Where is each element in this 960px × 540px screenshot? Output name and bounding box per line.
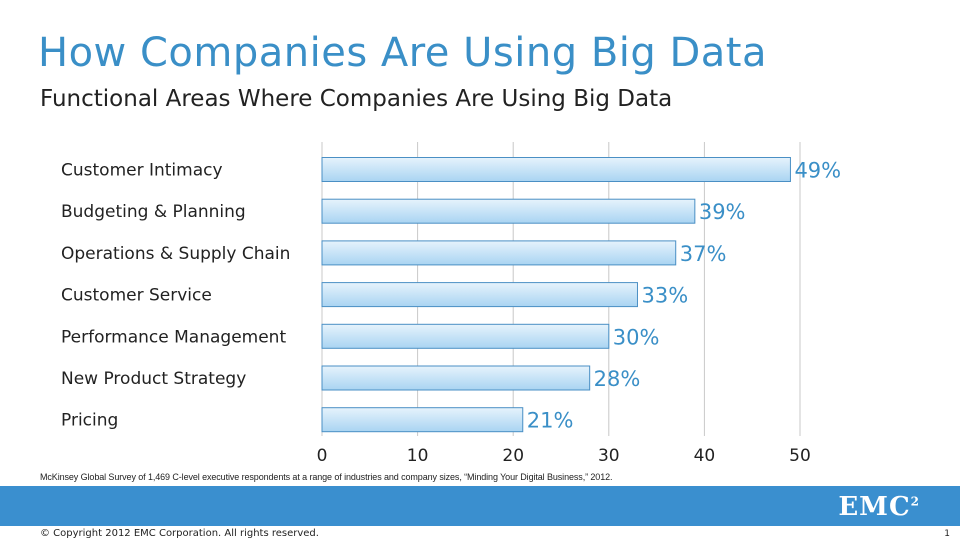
bar-5 [321, 365, 591, 391]
x-tick-label-30: 30 [598, 446, 620, 466]
data-labels: 49% 39% 37% 33% 30% 28% 21% [527, 159, 841, 433]
category-label-6: Pricing [61, 411, 118, 431]
slide-subtitle: Functional Areas Where Companies Are Usi… [40, 86, 673, 112]
page-number: 1 [944, 529, 950, 539]
x-tick-label-20: 20 [502, 446, 524, 466]
bar-6 [321, 407, 524, 433]
bar-4 [321, 323, 610, 349]
bar-1 [321, 198, 696, 224]
bar-chart: Customer Intimacy Budgeting & Planning Ope… [61, 142, 841, 466]
data-label-3: 33% [641, 284, 688, 308]
data-label-0: 49% [794, 159, 841, 183]
slide-title: How Companies Are Using Big Data [38, 30, 767, 76]
category-label-4: Performance Management [61, 327, 286, 347]
bar-3 [321, 282, 638, 308]
x-tick-label-0: 0 [317, 446, 328, 466]
data-label-6: 21% [527, 409, 574, 433]
footer-band [0, 486, 960, 526]
data-label-1: 39% [699, 200, 746, 224]
category-label-2: Operations & Supply Chain [61, 244, 290, 264]
category-label-5: New Product Strategy [61, 369, 246, 389]
bars [321, 157, 791, 433]
source-note: McKinsey Global Survey of 1,469 C-level … [40, 472, 613, 482]
category-label-0: Customer Intimacy [61, 161, 223, 181]
copyright-notice: © Copyright 2012 EMC Corporation. All ri… [40, 528, 319, 539]
data-label-4: 30% [613, 325, 660, 349]
x-tick-label-40: 40 [694, 446, 716, 466]
x-tick-labels: 0 10 20 30 40 50 [317, 446, 811, 466]
data-label-5: 28% [594, 367, 641, 391]
category-labels: Customer Intimacy Budgeting & Planning Ope… [61, 161, 290, 431]
x-tick-label-10: 10 [407, 446, 429, 466]
bar-0 [321, 157, 791, 182]
bar-2 [321, 240, 677, 266]
category-label-3: Customer Service [61, 286, 212, 306]
x-tick-label-50: 50 [789, 446, 811, 466]
category-label-1: Budgeting & Planning [61, 202, 246, 222]
emc-logo: EMC2 [838, 492, 920, 522]
data-label-2: 37% [680, 242, 727, 266]
